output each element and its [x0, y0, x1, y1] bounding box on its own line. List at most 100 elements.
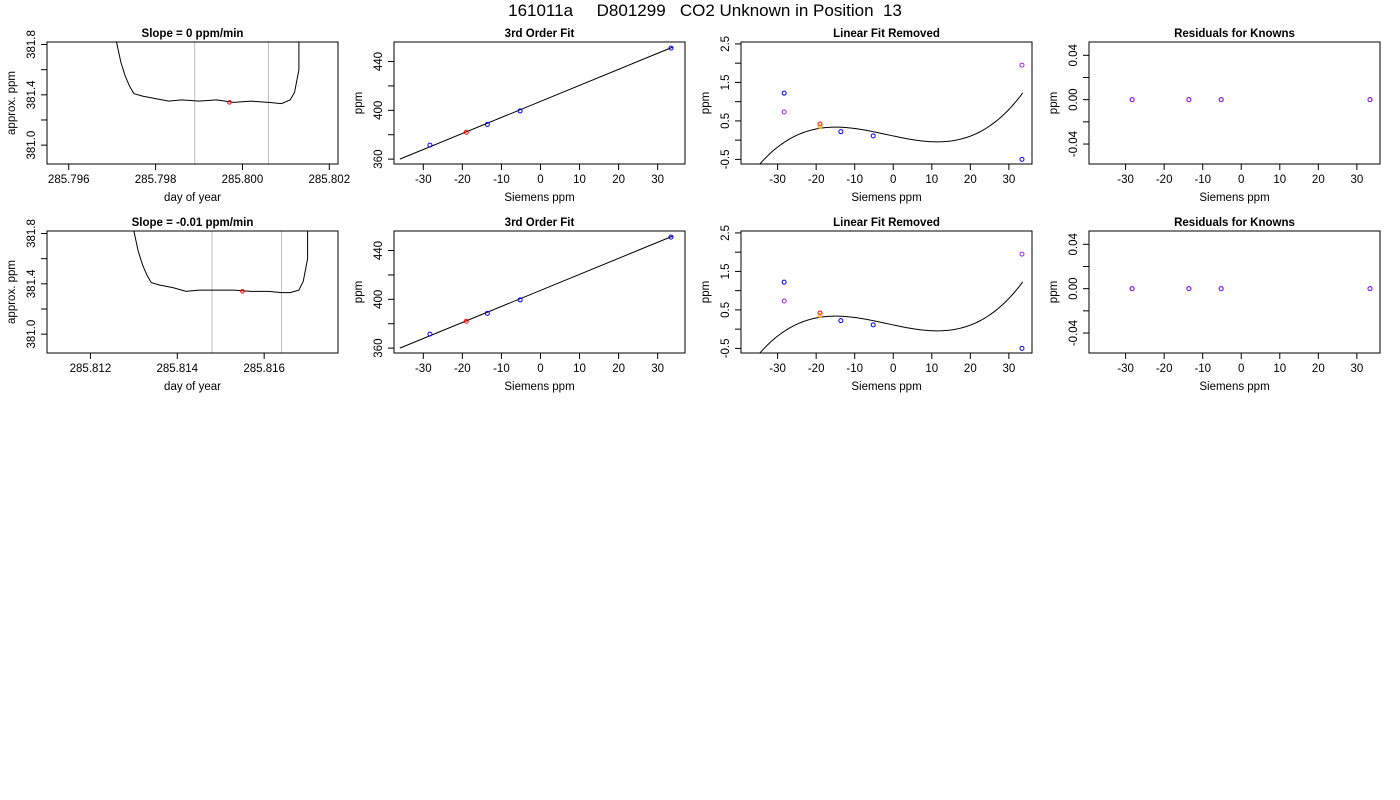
- y-tick-label: -0.5: [720, 338, 732, 358]
- data-point-known: [838, 129, 844, 135]
- x-axis-label: day of year: [164, 192, 221, 204]
- fit-curve: [759, 92, 1024, 164]
- x-tick-label: 10: [925, 363, 938, 375]
- y-axis-label: ppm: [700, 281, 712, 303]
- x-tick-label: 285.798: [135, 174, 177, 186]
- data-point-known: [427, 331, 433, 337]
- data-point-known: [781, 279, 787, 285]
- plot-frame: [46, 41, 339, 165]
- x-tick-label: 20: [1312, 174, 1325, 186]
- x-tick-label: -30: [1117, 174, 1134, 186]
- data-point-secondary: [1186, 286, 1192, 292]
- plot-frame: [393, 230, 686, 354]
- x-tick-label: -30: [769, 363, 786, 375]
- data-point-known: [484, 310, 490, 316]
- y-axis-label: ppm: [700, 92, 712, 114]
- panel-6: 3rd Order Fit Siemens ppm ppm -30 -20 -10 0 10 2…: [353, 217, 686, 393]
- y-tick-label: 381.8: [26, 219, 38, 248]
- data-point-secondary: [1186, 97, 1192, 103]
- y-axis-label: approx. ppm: [6, 71, 18, 135]
- data-point-secondary: [781, 109, 787, 115]
- x-axis-label: day of year: [164, 381, 221, 393]
- data-point-known: [484, 121, 490, 127]
- panel-3: Linear Fit Removed Siemens ppm ppm -30 -20 -1…: [700, 28, 1033, 204]
- x-tick-label: -30: [415, 174, 432, 186]
- panel-title: Residuals for Knowns: [1174, 28, 1295, 40]
- x-tick-label: 10: [1273, 363, 1286, 375]
- fit-curve: [759, 281, 1024, 353]
- y-tick-label: 381.0: [26, 131, 38, 160]
- x-tick-label: 20: [612, 363, 625, 375]
- data-point-secondary: [1019, 62, 1025, 68]
- plot-area: [399, 45, 674, 160]
- y-tick-label: 2.5: [720, 36, 732, 52]
- y-tick-label: 0.04: [1068, 233, 1080, 256]
- x-tick-label: -10: [493, 174, 510, 186]
- data-point-known: [781, 90, 787, 96]
- panel-1: Slope = 0 ppm/min day of year approx. ppm 2…: [6, 28, 350, 204]
- data-point-secondary: [781, 298, 787, 304]
- data-point-known: [668, 234, 674, 240]
- x-tick-label: 30: [1350, 174, 1363, 186]
- x-tick-label: -10: [1194, 174, 1211, 186]
- x-tick-label: -30: [769, 174, 786, 186]
- panel-7: Linear Fit Removed Siemens ppm ppm -30 -20 -1…: [700, 217, 1033, 393]
- data-point-unknown: [817, 310, 823, 316]
- x-tick-label: -10: [493, 363, 510, 375]
- highlight-point: [227, 100, 232, 105]
- y-tick-label: 400: [373, 290, 385, 309]
- plot-area: [399, 234, 674, 349]
- x-tick-label: 10: [1273, 174, 1286, 186]
- y-tick-label: 0.5: [720, 302, 732, 318]
- y-tick-label: 1.5: [720, 263, 732, 279]
- x-axis-label: Siemens ppm: [504, 192, 574, 204]
- y-tick-label: -0.5: [720, 149, 732, 169]
- data-point-known: [668, 45, 674, 51]
- panel-title: 3rd Order Fit: [505, 28, 575, 40]
- y-tick-label: 440: [373, 241, 385, 260]
- x-tick-label: 0: [537, 174, 543, 186]
- x-tick-label: -10: [846, 363, 863, 375]
- y-tick-label: 381.8: [26, 30, 38, 59]
- panel-5: Slope = -0.01 ppm/min day of year approx. …: [6, 217, 339, 393]
- x-tick-label: 30: [651, 174, 664, 186]
- x-tick-label: 30: [1002, 174, 1015, 186]
- data-point-secondary: [1367, 286, 1373, 292]
- data-point-known: [870, 133, 876, 139]
- plot-area: [759, 62, 1025, 164]
- data-point-secondary: [1129, 286, 1135, 292]
- plot-frame: [46, 230, 339, 354]
- x-tick-label: -20: [1156, 363, 1173, 375]
- x-tick-label: 0: [537, 363, 543, 375]
- x-tick-label: -20: [1156, 174, 1173, 186]
- data-point-known: [870, 322, 876, 328]
- data-point-unknown: [463, 129, 469, 135]
- x-axis-label: Siemens ppm: [504, 381, 574, 393]
- plot-frame: [1088, 230, 1381, 354]
- x-tick-label: 0: [1238, 174, 1244, 186]
- fit-line: [399, 235, 674, 349]
- y-tick-label: 0.00: [1068, 277, 1080, 299]
- panel-4: Residuals for Knowns Siemens ppm ppm -30 -20…: [1048, 28, 1381, 204]
- panel-title: Linear Fit Removed: [833, 28, 940, 40]
- x-axis-label: Siemens ppm: [1199, 381, 1269, 393]
- series-line: [116, 42, 300, 105]
- y-tick-label: -0.04: [1068, 130, 1080, 157]
- x-tick-label: 10: [925, 174, 938, 186]
- data-point-secondary: [1367, 97, 1373, 103]
- data-point-known: [517, 108, 523, 114]
- x-tick-label: 285.812: [70, 363, 112, 375]
- y-tick-label: 381.4: [26, 80, 38, 109]
- panel-title: Slope = -0.01 ppm/min: [132, 217, 254, 229]
- y-tick-label: 381.4: [26, 269, 38, 298]
- x-tick-label: 10: [573, 363, 586, 375]
- x-tick-label: 30: [1002, 363, 1015, 375]
- x-tick-label: 285.802: [309, 174, 351, 186]
- panel-title: 3rd Order Fit: [505, 217, 575, 229]
- y-tick-label: 400: [373, 101, 385, 120]
- y-tick-label: 0.00: [1068, 88, 1080, 110]
- x-tick-label: 285.796: [48, 174, 90, 186]
- x-tick-label: 20: [964, 363, 977, 375]
- y-tick-label: 0.5: [720, 113, 732, 129]
